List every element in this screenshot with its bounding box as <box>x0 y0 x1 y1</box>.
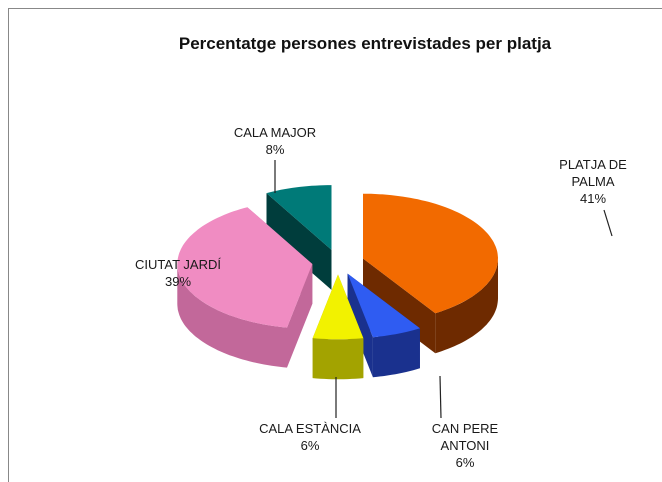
category-label: CIUTAT JARDÍ <box>135 257 221 272</box>
frame <box>8 8 662 482</box>
slice <box>363 193 498 314</box>
leader-line <box>603 209 613 237</box>
slice-side <box>347 273 373 378</box>
category-label: CALA MAJOR <box>233 125 317 140</box>
value-label: 39% <box>164 274 192 289</box>
category-label: CAN PERE ANTONI <box>431 421 499 453</box>
value-label: 8% <box>265 142 285 157</box>
leader-line <box>439 375 442 419</box>
slice-wall <box>177 264 287 368</box>
value-label: 41% <box>579 191 607 206</box>
data-label: CALA ESTÀNCIA 6% <box>250 420 370 454</box>
value-label: 6% <box>455 455 475 470</box>
data-label: CAN PERE ANTONI 6% <box>425 420 505 471</box>
slice-side <box>266 193 332 290</box>
chart-title: Percentatge persones entrevistades per p… <box>178 34 552 53</box>
slice <box>312 274 364 340</box>
data-label: CIUTAT JARDÍ 39% <box>118 256 238 290</box>
category-label: CALA ESTÀNCIA <box>259 421 361 436</box>
category-label: PLATJA DE PALMA <box>559 157 627 189</box>
slice <box>266 185 332 250</box>
slice <box>347 273 420 338</box>
slice-wall <box>372 328 420 378</box>
data-label: CALA MAJOR 8% <box>215 124 335 158</box>
data-label: PLATJA DE PALMA 41% <box>545 156 641 207</box>
slice <box>177 207 313 328</box>
slice-wall <box>435 258 498 354</box>
value-label: 6% <box>300 438 320 453</box>
slice-wall <box>312 338 364 380</box>
